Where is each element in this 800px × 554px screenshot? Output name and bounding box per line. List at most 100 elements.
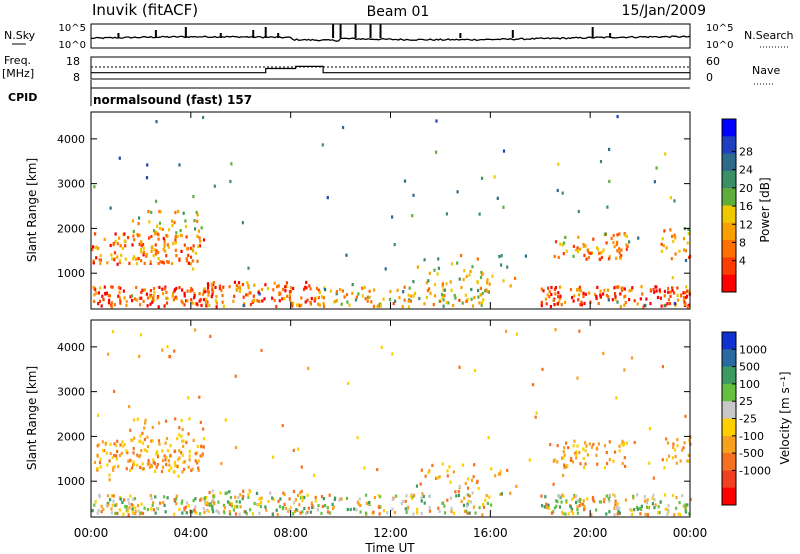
echo-cell — [157, 250, 160, 255]
echo-cell — [102, 298, 105, 302]
echo-cell — [193, 294, 196, 298]
echo-cell — [618, 511, 621, 515]
echo-cell — [563, 465, 566, 470]
echo-cell — [107, 503, 110, 507]
echo-cell — [684, 414, 687, 418]
echo-cell — [625, 247, 628, 251]
echo-cell — [373, 288, 376, 292]
echo-cell — [684, 291, 687, 295]
echo-cell — [463, 509, 467, 513]
echo-cell — [156, 455, 160, 459]
echo-cell — [151, 439, 154, 443]
echo-cell — [676, 438, 679, 442]
echo-cell — [242, 295, 245, 299]
echo-cell — [458, 484, 461, 488]
echo-cell — [428, 469, 431, 473]
echo-cell — [212, 289, 215, 293]
echo-cell — [589, 251, 592, 256]
echo-cell — [620, 442, 623, 446]
echo-cell — [633, 299, 636, 303]
echo-cell — [271, 496, 274, 500]
echo-cell — [664, 507, 667, 511]
echo-cell — [684, 249, 687, 253]
echo-cell — [332, 506, 335, 510]
echo-cell — [298, 304, 301, 308]
echo-cell — [258, 299, 261, 304]
echo-cell — [241, 282, 244, 287]
echo-cell — [562, 450, 565, 454]
echo-cell — [648, 427, 651, 431]
echo-cell — [284, 285, 287, 289]
echo-cell — [200, 444, 203, 448]
echo-cell — [481, 513, 484, 517]
echo-cell — [112, 243, 115, 247]
echo-cell — [195, 210, 198, 215]
echo-cell — [146, 435, 149, 439]
echo-cell — [573, 294, 576, 298]
echo-cell — [389, 289, 392, 294]
echo-cell — [428, 509, 432, 513]
echo-cell — [345, 253, 348, 257]
nave-right-tick-top: 60 — [706, 55, 720, 68]
echo-cell — [205, 501, 208, 505]
echo-cell — [382, 509, 386, 513]
echo-cell — [242, 494, 245, 499]
echo-cell — [358, 497, 361, 501]
echo-cell — [140, 250, 143, 254]
noise-right-label: N.Search — [744, 29, 794, 42]
echo-cell — [578, 329, 581, 333]
echo-cell — [561, 191, 564, 195]
echo-cell — [173, 289, 176, 293]
echo-cell — [220, 461, 223, 466]
echo-cell — [630, 288, 633, 292]
echo-cell — [317, 504, 320, 508]
echo-cell — [148, 465, 151, 469]
echo-cell — [466, 477, 470, 481]
echo-cell — [652, 288, 655, 292]
echo-cell — [172, 242, 175, 246]
echo-cell — [401, 499, 404, 504]
echo-cell — [116, 242, 119, 246]
echo-cell — [143, 261, 146, 266]
echo-cell — [376, 468, 379, 472]
echo-cell — [427, 279, 430, 283]
echo-cell — [194, 459, 197, 463]
echo-cell — [260, 348, 263, 353]
echo-cell — [176, 464, 179, 468]
echo-cell — [200, 497, 203, 501]
beam-title: Beam 01 — [367, 4, 430, 20]
echo-cell — [372, 510, 375, 514]
echo-cell — [484, 498, 487, 502]
echo-cell — [180, 249, 183, 253]
echo-cell — [277, 499, 280, 503]
echo-cell — [624, 233, 627, 237]
echo-cell — [373, 495, 376, 500]
echo-cell — [550, 511, 554, 515]
echo-cell — [182, 439, 185, 443]
echo-cell — [157, 439, 161, 443]
echo-cell — [608, 255, 611, 259]
echo-cell — [348, 303, 351, 307]
echo-cell — [110, 511, 113, 515]
echo-cell — [665, 437, 668, 441]
echo-cell — [432, 303, 435, 307]
echo-cell — [212, 281, 216, 285]
echo-cell — [151, 297, 154, 301]
echo-cell — [341, 289, 344, 293]
echo-cell — [148, 220, 151, 224]
echo-cell — [688, 512, 691, 516]
echo-cell — [277, 284, 280, 288]
echo-cell — [147, 458, 150, 463]
echo-cell — [662, 244, 665, 248]
echo-cell — [150, 249, 153, 253]
echo-cell — [107, 293, 110, 297]
echo-cell — [410, 496, 414, 500]
echo-cell — [416, 265, 419, 269]
echo-cell — [203, 437, 206, 441]
echo-cell — [328, 493, 331, 497]
echo-cell — [506, 265, 509, 269]
echo-cell — [477, 288, 480, 293]
echo-cell — [178, 258, 181, 262]
echo-cell — [134, 506, 137, 510]
echo-cell — [428, 506, 431, 510]
